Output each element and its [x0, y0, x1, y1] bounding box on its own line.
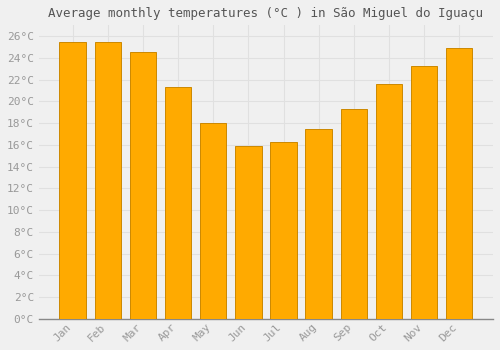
Bar	[200, 123, 226, 319]
Bar	[94, 42, 121, 319]
Bar	[130, 52, 156, 319]
Bar	[446, 48, 472, 319]
Bar	[411, 65, 438, 319]
Bar	[340, 109, 367, 319]
Bar	[235, 146, 262, 319]
Title: Average monthly temperatures (°C ) in São Miguel do Iguaçu: Average monthly temperatures (°C ) in Sã…	[48, 7, 484, 20]
Bar	[270, 142, 296, 319]
Bar	[165, 87, 191, 319]
Bar	[60, 42, 86, 319]
Bar	[376, 84, 402, 319]
Bar	[306, 128, 332, 319]
